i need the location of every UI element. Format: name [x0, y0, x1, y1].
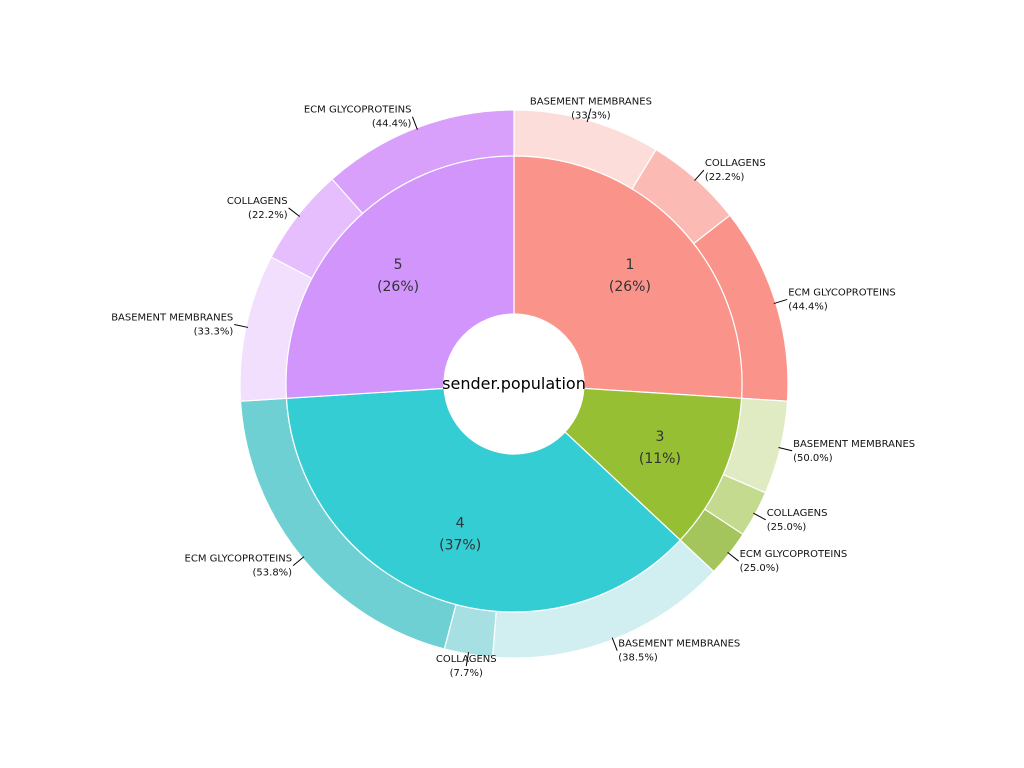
outer-label-leader — [773, 298, 788, 305]
outer-slice-label: BASEMENT MEMBRANES — [530, 97, 652, 108]
center-hole — [444, 314, 584, 454]
outer-slice-label: ECM GLYCOPROTEINS — [185, 554, 293, 565]
outer-slice-percent: (33.3%) — [194, 327, 234, 338]
outer-slice-percent: (53.8%) — [253, 568, 293, 579]
outer-slice-percent: (33.3%) — [571, 111, 611, 122]
inner-slice-percent-5: (26%) — [377, 279, 419, 295]
outer-label-leader — [778, 447, 793, 452]
outer-label-leader — [234, 324, 249, 328]
inner-labels: 1 (26%) 3 (11%) 4 (37%) 5 (26%) — [377, 257, 681, 553]
outer-slice-percent: (22.2%) — [248, 210, 288, 221]
outer-slice-percent: (22.2%) — [705, 172, 745, 183]
outer-ring — [239, 109, 789, 659]
outer-slice-label: BASEMENT MEMBRANES — [793, 439, 915, 450]
outer-slice-label: ECM GLYCOPROTEINS — [304, 105, 412, 116]
outer-labels: BASEMENT MEMBRANES (33.3%) COLLAGENS (22.2%… — [111, 97, 915, 679]
outer-label-leader — [411, 116, 418, 130]
outer-slice-label: BASEMENT MEMBRANES — [618, 639, 740, 650]
outer-slice-percent: (44.4%) — [372, 119, 412, 130]
outer-slice-percent: (7.7%) — [450, 668, 483, 679]
outer-slice-label: COLLAGENS — [227, 196, 288, 207]
inner-ring — [285, 155, 743, 613]
inner-slice-label-4: 4 — [456, 516, 465, 532]
outer-slice-label: COLLAGENS — [436, 654, 497, 665]
outer-slice-label: ECM GLYCOPROTEINS — [740, 549, 848, 560]
inner-slice-percent-4: (37%) — [439, 538, 481, 554]
outer-slice-percent: (38.5%) — [618, 653, 658, 664]
outer-label-leader — [586, 108, 592, 123]
outer-slice-label: COLLAGENS — [705, 158, 766, 169]
outer-label-leader — [465, 652, 470, 667]
outer-label-leader — [694, 169, 705, 181]
outer-label-leader — [288, 207, 300, 217]
outer-slice-label: ECM GLYCOPROTEINS — [788, 287, 896, 298]
inner-slice-percent-1: (26%) — [609, 279, 651, 295]
outer-slice-label: BASEMENT MEMBRANES — [111, 313, 233, 324]
outer-label-leader — [727, 552, 739, 562]
inner-slice-label-5: 5 — [394, 257, 403, 273]
outer-slice-percent: (50.0%) — [793, 453, 833, 464]
outer-label-leader — [292, 556, 305, 567]
inner-slice-percent-3: (11%) — [639, 451, 681, 467]
outer-slice-percent: (25.0%) — [767, 522, 807, 533]
chart-title: sender.population — [442, 374, 586, 393]
outer-slice-percent: (44.4%) — [788, 301, 828, 312]
outer-label-leader — [611, 637, 618, 651]
outer-slice-label: COLLAGENS — [767, 508, 828, 519]
inner-slice-label-3: 3 — [655, 429, 664, 445]
outer-label-leader — [753, 512, 766, 521]
outer-slice-percent: (25.0%) — [740, 563, 780, 574]
inner-slice-label-1: 1 — [625, 257, 634, 273]
